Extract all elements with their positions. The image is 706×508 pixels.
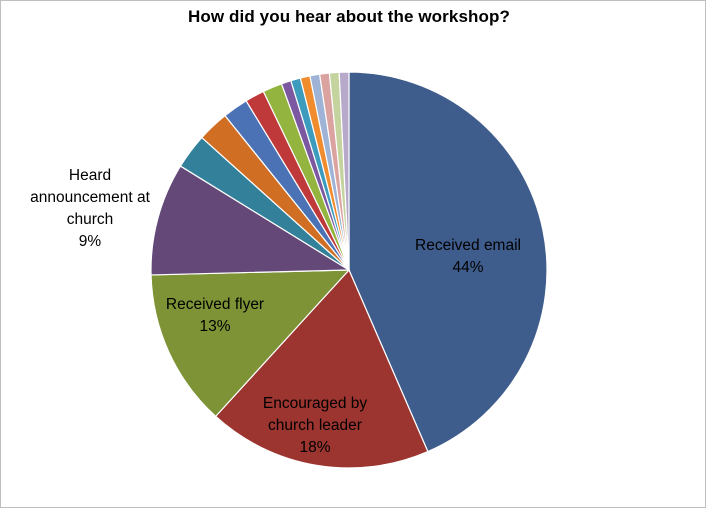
chart-title: How did you hear about the workshop? (188, 7, 510, 26)
data-label-1: Encouraged by church leader 18% (263, 395, 368, 456)
pie-slice-15 (338, 71, 350, 271)
pie-slice-0 (348, 71, 548, 453)
pie-slice-3 (150, 165, 350, 276)
pie-slice-1 (215, 269, 429, 469)
data-label-2: Received flyer 13% (166, 296, 264, 335)
data-label-0: Received email 44% (415, 237, 521, 276)
pie-slice-2 (150, 269, 350, 417)
data-label-3: Heard announcement at church 9% (30, 167, 150, 250)
